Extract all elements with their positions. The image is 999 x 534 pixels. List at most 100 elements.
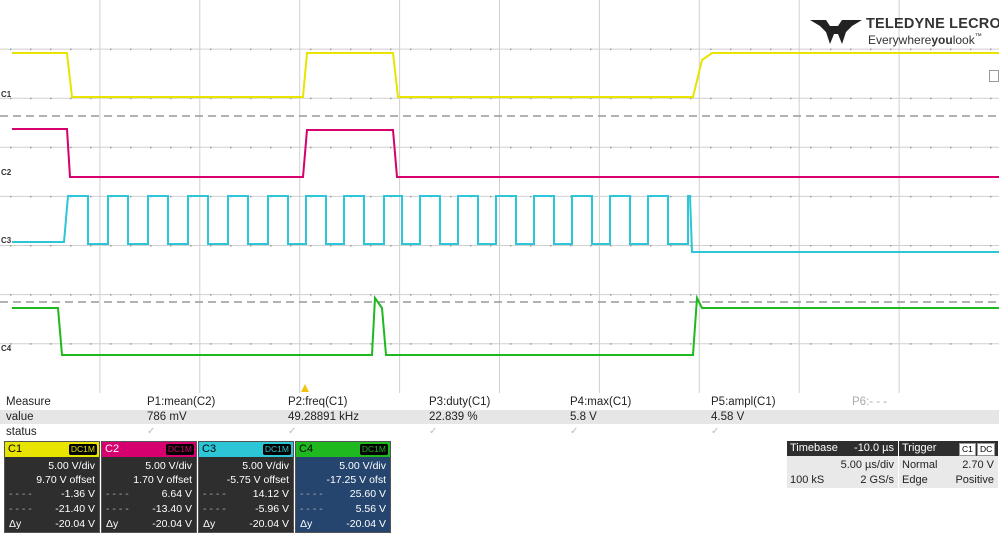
timebase-rate: 2 GS/s [860, 474, 894, 486]
param-value-p2: 49.28891 kHz [288, 411, 359, 423]
delta-y-value: -20.04 V [249, 518, 289, 530]
timebase-samples: 100 kS [790, 474, 825, 486]
param-value-p4: 5.8 V [570, 411, 597, 423]
logo-brand: TELEDYNE LECROY [866, 16, 999, 32]
channel-header-c3[interactable]: C3 DC1M [199, 442, 293, 457]
channel-box-c4[interactable]: C4 DC1M 5.00 V/div -17.25 V ofst - - - -… [295, 441, 391, 533]
trace-c2 [12, 128, 999, 178]
measure-value-row: value 786 mV 49.28891 kHz 22.839 % 5.8 V… [0, 410, 999, 424]
trigger-level: 2.70 V [962, 459, 994, 471]
cursor-dash: - - - - [9, 488, 32, 500]
status-check-icon: ✓ [288, 426, 297, 437]
coupling-badge: DC1M [165, 444, 194, 455]
timebase-tdiv: 5.00 µs/div [840, 459, 894, 471]
cursor-dash: - - - - [203, 488, 226, 500]
param-value-p1: 786 mV [147, 411, 187, 423]
status-row-label: status [6, 426, 37, 438]
param-name-p6[interactable]: P6:- - - [852, 396, 888, 408]
param-name-p2[interactable]: P2:freq(C1) [288, 396, 348, 408]
channel-offset: -5.75 V offset [226, 474, 289, 486]
delta-y-label: Δy [9, 518, 22, 530]
trigger-header[interactable]: Trigger C1 DC [899, 441, 998, 456]
coupling-badge: DC1M [68, 444, 97, 455]
teledyne-lecroy-logo: TELEDYNE LECROY Everywhereyoulook™ [808, 12, 999, 52]
channel-vdiv: 5.00 V/div [145, 460, 192, 472]
trigger-position-icon [301, 384, 309, 392]
trigger-source-badge: C1 [959, 443, 976, 456]
cursor-v1: 25.60 V [349, 488, 386, 500]
param-name-p3[interactable]: P3:duty(C1) [429, 396, 491, 408]
channel-name: C2 [105, 443, 120, 455]
measure-header-row: Measure P1:mean(C2) P2:freq(C1) P3:duty(… [0, 395, 999, 409]
scroll-right-icon[interactable] [989, 70, 999, 82]
channel-vdiv: 5.00 V/div [339, 460, 386, 472]
cursor-dash: - - - - [106, 488, 129, 500]
cursor-v2: -5.96 V [255, 503, 289, 515]
param-name-p1[interactable]: P1:mean(C2) [147, 396, 216, 408]
trigger-label: Trigger [902, 442, 937, 454]
channel-box-c2[interactable]: C2 DC1M 5.00 V/div 1.70 V offset - - - -… [101, 441, 197, 533]
cursor-dash: - - - - [203, 503, 226, 515]
trigger-coupling-badge: DC [977, 443, 996, 456]
channel-header-c4[interactable]: C4 DC1M [296, 442, 390, 457]
delta-y-value: -20.04 V [346, 518, 386, 530]
timebase-delay: -10.0 µs [854, 442, 894, 454]
timebase-header[interactable]: Timebase -10.0 µs [787, 441, 898, 456]
channel-box-c3[interactable]: C3 DC1M 5.00 V/div -5.75 V offset - - - … [198, 441, 294, 533]
delta-y-label: Δy [203, 518, 216, 530]
param-value-p3: 22.839 % [429, 411, 478, 423]
channel-vdiv: 5.00 V/div [48, 460, 95, 472]
delta-y-label: Δy [300, 518, 313, 530]
timebase-label: Timebase [790, 442, 838, 454]
channel-offset: 1.70 V offset [133, 474, 192, 486]
trigger-box[interactable]: Trigger C1 DC Normal 2.70 V Edge Positiv… [899, 441, 998, 488]
cursor-dash: - - - - [300, 503, 323, 515]
channel-name: C3 [202, 443, 217, 455]
channel-offset: -17.25 V ofst [326, 474, 386, 486]
param-name-p5[interactable]: P5:ampl(C1) [711, 396, 776, 408]
cursor-v2: -13.40 V [152, 503, 192, 515]
trace-c4 [12, 294, 999, 356]
status-check-icon: ✓ [570, 426, 579, 437]
channel-box-c1[interactable]: C1 DC1M 5.00 V/div 9.70 V offset - - - -… [4, 441, 100, 533]
param-name-p4[interactable]: P4:max(C1) [570, 396, 632, 408]
cursor-dash: - - - - [106, 503, 129, 515]
channel-offset: 9.70 V offset [36, 474, 95, 486]
status-check-icon: ✓ [429, 426, 438, 437]
delta-y-label: Δy [106, 518, 119, 530]
measure-row-label: Measure [6, 396, 51, 408]
measure-status-row: status ✓ ✓ ✓ ✓ ✓ [0, 425, 999, 439]
trace-label-c2: C2 [1, 168, 12, 177]
cursor-v2: 5.56 V [355, 503, 386, 515]
cursor-v1: 14.12 V [252, 488, 289, 500]
trace-c3 [12, 195, 999, 253]
cursor-v1: -1.36 V [61, 488, 95, 500]
channel-header-c2[interactable]: C2 DC1M [102, 442, 196, 457]
status-check-icon: ✓ [711, 426, 720, 437]
waveform-grid [0, 0, 999, 393]
trigger-mode: Normal [902, 459, 938, 471]
param-value-p5: 4.58 V [711, 411, 745, 423]
status-check-icon: ✓ [147, 426, 156, 437]
channel-name: C4 [299, 443, 314, 455]
waveform-display[interactable]: C1 C2 C3 C4 TELEDYNE LECROY Everywhereyo… [0, 0, 999, 393]
channel-name: C1 [8, 443, 23, 455]
cursor-dash: - - - - [9, 503, 32, 515]
timebase-box[interactable]: Timebase -10.0 µs 5.00 µs/div 100 kS 2 G… [787, 441, 898, 488]
coupling-badge: DC1M [359, 444, 388, 455]
cursor-v1: 6.64 V [161, 488, 192, 500]
delta-y-value: -20.04 V [152, 518, 192, 530]
logo-icon [810, 20, 862, 44]
trigger-slope: Positive [955, 474, 994, 486]
trace-label-c1: C1 [1, 90, 12, 99]
cursor-v2: -21.40 V [55, 503, 95, 515]
coupling-badge: DC1M [262, 444, 291, 455]
channel-header-c1[interactable]: C1 DC1M [5, 442, 99, 457]
trace-c1 [12, 52, 999, 98]
logo-tagline: Everywhereyoulook™ [868, 33, 982, 47]
channel-vdiv: 5.00 V/div [242, 460, 289, 472]
delta-y-value: -20.04 V [55, 518, 95, 530]
trigger-type: Edge [902, 474, 928, 486]
cursor-dash: - - - - [300, 488, 323, 500]
value-row-label: value [6, 411, 34, 423]
